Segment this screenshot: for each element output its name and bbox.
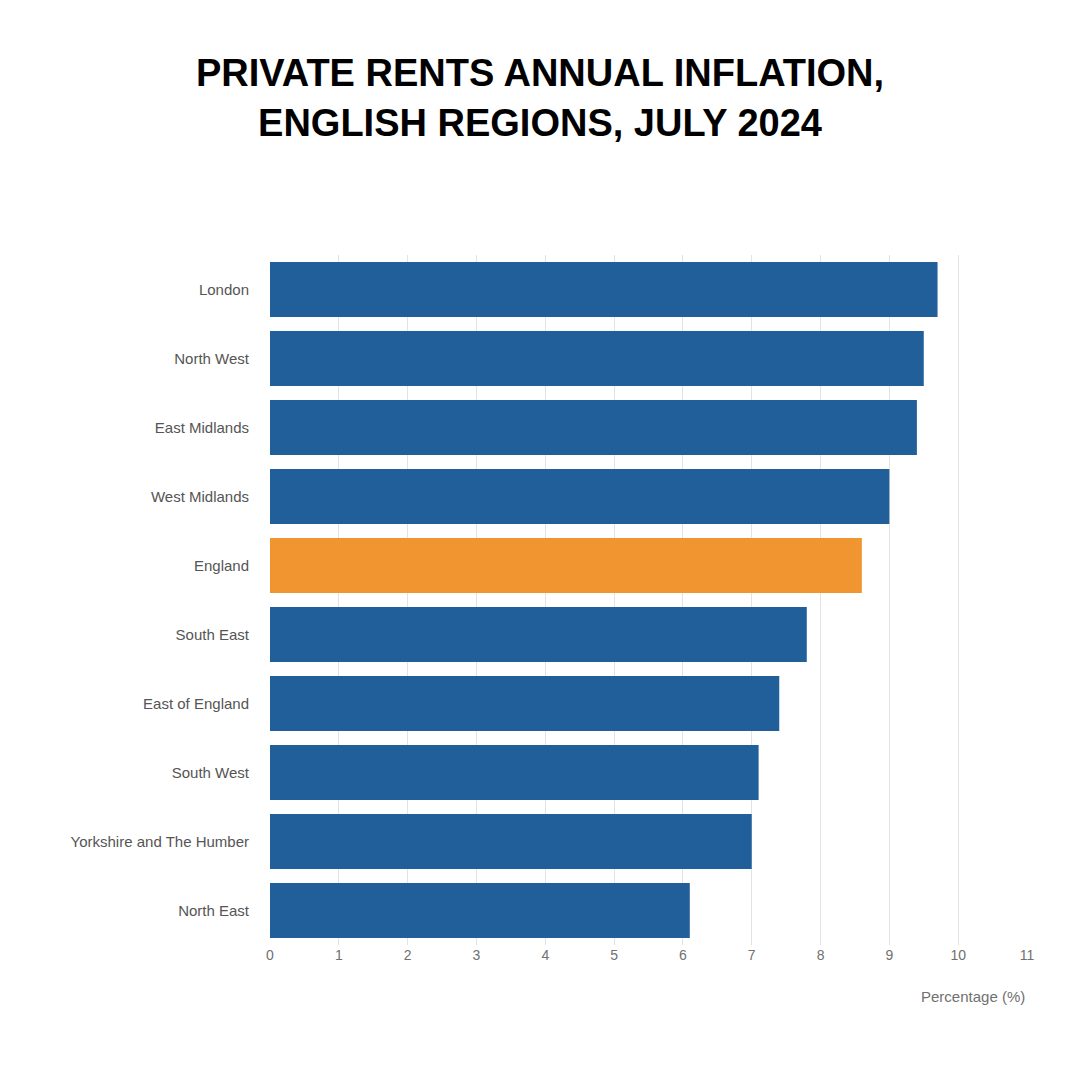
svg-text:PRIVATE RENTS ANNUAL INFLATION: PRIVATE RENTS ANNUAL INFLATION,ENGLISH R… [196, 52, 884, 143]
svg-text:East of England: East of England [143, 695, 249, 712]
svg-text:0: 0 [266, 947, 274, 963]
svg-text:North West: North West [174, 350, 250, 367]
svg-text:6: 6 [679, 947, 687, 963]
svg-text:England: England [194, 557, 249, 574]
svg-text:1: 1 [335, 947, 343, 963]
svg-text:2: 2 [404, 947, 412, 963]
svg-text:11: 11 [1020, 947, 1035, 963]
svg-text:9: 9 [885, 947, 893, 963]
svg-text:South West: South West [172, 764, 250, 781]
svg-text:3: 3 [473, 947, 481, 963]
svg-text:Percentage (%): Percentage (%) [921, 988, 1025, 1005]
svg-text:7: 7 [748, 947, 756, 963]
svg-text:South East: South East [176, 626, 250, 643]
svg-text:10: 10 [950, 947, 966, 963]
svg-text:Yorkshire and The Humber: Yorkshire and The Humber [71, 833, 249, 850]
svg-text:London: London [199, 281, 249, 298]
svg-text:West Midlands: West Midlands [151, 488, 249, 505]
svg-text:East Midlands: East Midlands [155, 419, 249, 436]
svg-text:5: 5 [610, 947, 618, 963]
svg-text:8: 8 [817, 947, 825, 963]
svg-text:4: 4 [541, 947, 549, 963]
svg-text:North East: North East [178, 902, 250, 919]
